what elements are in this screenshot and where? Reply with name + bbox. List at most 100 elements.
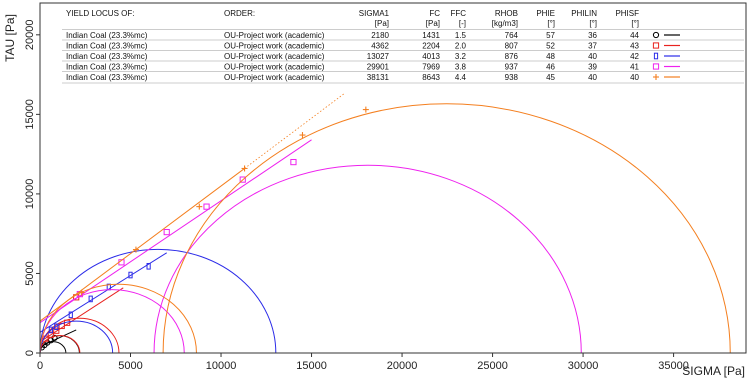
x-tick-label: 15000 — [296, 360, 327, 372]
series-5 — [40, 93, 731, 353]
data-point — [48, 326, 53, 334]
table-cell-rhob: 764 — [505, 31, 519, 40]
legend-marker — [653, 74, 659, 80]
table-cell-phie: 57 — [546, 31, 555, 40]
table-cell-rhob: 807 — [505, 42, 519, 51]
y-tick-label: 0 — [24, 350, 36, 356]
unit-label: [°] — [589, 19, 597, 28]
table-cell-order: OU-Project work (academic) — [224, 42, 325, 51]
header-order: ORDER: — [224, 9, 255, 18]
table-cell-phisf: 42 — [630, 52, 639, 61]
x-tick-label: 20000 — [387, 360, 418, 372]
x-tick-label: 10000 — [206, 360, 237, 372]
table-cell-philin: 39 — [588, 63, 597, 72]
legend-marker — [653, 52, 659, 60]
table-cell-phie: 45 — [546, 73, 555, 82]
table-cell-sigma1: 2180 — [371, 31, 389, 40]
table-cell-fc: 7969 — [422, 63, 440, 72]
x-tick-label: 5000 — [118, 360, 142, 372]
table-cell-order: OU-Project work (academic) — [224, 52, 325, 61]
mohr-circle — [162, 103, 731, 353]
table-cell-phisf: 41 — [630, 63, 639, 72]
header-ffc: FFC — [450, 9, 466, 18]
table-row: Indian Coal (23.3%mc) OU-Project work (ac… — [66, 52, 680, 61]
table-row: Indian Coal (23.3%mc) OU-Project work (ac… — [66, 42, 680, 51]
unit-label: [°] — [631, 19, 639, 28]
mohr-circle — [40, 335, 81, 353]
x-tick-group: 0 5000 10000 15000 20000 25000 30000 35000 — [37, 353, 689, 372]
table-cell-phie: 46 — [546, 63, 555, 72]
table-cell-rhob: 876 — [505, 52, 519, 61]
table-cell-ffc: 2.0 — [455, 42, 467, 51]
series-3 — [40, 248, 277, 353]
y-tick-label: 5000 — [24, 261, 36, 285]
x-tick-label: 30000 — [568, 360, 599, 372]
header-phisf: PHISF — [615, 9, 639, 18]
table-row: Indian Coal (23.3%mc) OU-Project work (ac… — [66, 63, 680, 72]
y-tick-group: 0 5000 10000 15000 20000 — [24, 20, 40, 356]
unit-label: [-] — [459, 19, 466, 28]
y-tick-label: 15000 — [24, 99, 36, 130]
y-tick-label: 20000 — [24, 20, 36, 51]
mohr-circle — [40, 248, 277, 353]
legend-table-bg — [62, 4, 742, 84]
header-rhob: RHOB — [495, 9, 518, 18]
x-tick-label: 25000 — [477, 360, 508, 372]
unit-label: [Pa] — [426, 19, 440, 28]
table-cell-sigma1: 38131 — [367, 73, 390, 82]
table-cell-name: Indian Coal (23.3%mc) — [66, 31, 148, 40]
table-cell-philin: 40 — [588, 52, 597, 61]
data-point — [54, 323, 59, 331]
table-cell-philin: 37 — [588, 42, 597, 51]
yield-locus-line — [40, 252, 167, 333]
table-cell-ffc: 3.8 — [455, 63, 467, 72]
table-row: Indian Coal (23.3%mc) OU-Project work (ac… — [66, 31, 680, 40]
data-point — [88, 295, 93, 303]
data-point — [132, 246, 139, 253]
legend-table: YIELD LOCUS OF: ORDER: SIGMA1 FC FFC RHOB PHIE… — [62, 4, 744, 84]
header-yield-locus: YIELD LOCUS OF: — [66, 9, 134, 18]
header-philin: PHILIN — [571, 9, 597, 18]
table-cell-sigma1: 29901 — [367, 63, 390, 72]
data-point — [146, 262, 151, 270]
yield-locus-line — [40, 329, 77, 348]
table-cell-phie: 48 — [546, 52, 555, 61]
data-point — [239, 176, 246, 183]
unit-label: [Pa] — [375, 19, 389, 28]
table-cell-fc: 4013 — [422, 52, 440, 61]
mohr-circle — [40, 289, 185, 353]
table-cell-ffc: 4.4 — [455, 73, 467, 82]
data-point — [196, 203, 203, 210]
table-cell-ffc: 3.2 — [455, 52, 467, 61]
table-cell-rhob: 938 — [505, 73, 519, 82]
data-point — [241, 165, 248, 172]
table-cell-phie: 52 — [546, 42, 555, 51]
y-tick-label: 10000 — [24, 179, 36, 210]
x-axis: 0 5000 10000 15000 20000 25000 30000 35000 — [37, 352, 746, 372]
header-fc: FC — [429, 9, 440, 18]
mohr-circle — [40, 283, 197, 353]
legend-marker — [652, 42, 660, 49]
header-sigma1: SIGMA1 — [359, 9, 390, 18]
table-cell-name: Indian Coal (23.3%mc) — [66, 73, 148, 82]
table-cell-phisf: 40 — [630, 73, 639, 82]
data-point — [203, 203, 210, 210]
data-point — [362, 106, 369, 113]
data-point — [163, 228, 170, 236]
table-cell-rhob: 937 — [505, 63, 519, 72]
table-cell-order: OU-Project work (academic) — [224, 73, 325, 82]
table-row: Indian Coal (23.3%mc) OU-Project work (ac… — [66, 73, 680, 82]
table-cell-phisf: 43 — [630, 42, 639, 51]
table-cell-name: Indian Coal (23.3%mc) — [66, 42, 148, 51]
series-layer — [40, 93, 731, 353]
table-cell-phisf: 44 — [630, 31, 639, 40]
x-tick-label: 0 — [37, 360, 43, 372]
x-tick-label: 35000 — [658, 360, 689, 372]
yield-locus-line — [40, 139, 312, 324]
unit-label: [°] — [547, 19, 555, 28]
table-cell-name: Indian Coal (23.3%mc) — [66, 52, 148, 61]
data-point — [128, 271, 133, 279]
table-cell-sigma1: 13027 — [367, 52, 390, 61]
legend-marker — [652, 63, 660, 70]
